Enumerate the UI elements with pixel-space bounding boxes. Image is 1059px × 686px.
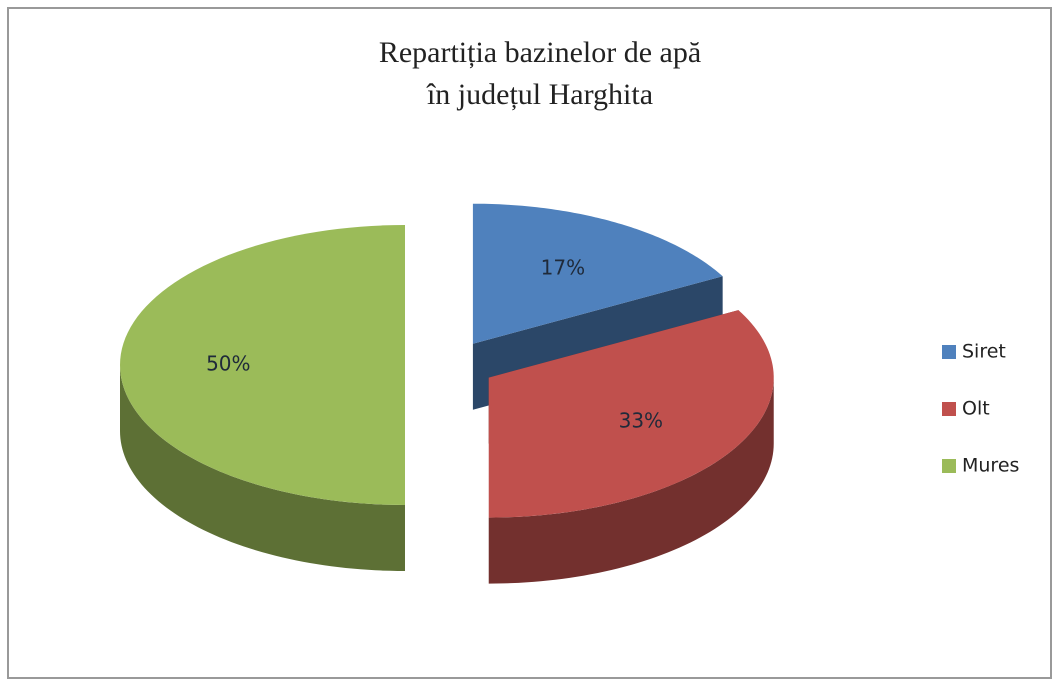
slice-wall <box>120 365 405 571</box>
legend-swatch <box>942 459 956 473</box>
legend-swatch <box>942 345 956 359</box>
chart-title: în județul Harghita <box>426 78 653 111</box>
slice <box>120 225 405 505</box>
slice <box>488 310 774 518</box>
legend: Siret Olt Mures <box>942 341 1019 477</box>
legend-label: Mures <box>962 455 1019 477</box>
slice-wall <box>488 377 774 584</box>
data-label: 33% <box>619 408 663 432</box>
slice <box>472 203 723 344</box>
data-label: 17% <box>541 255 585 279</box>
legend-label: Siret <box>962 341 1006 363</box>
pie: 17% 50% 33% <box>120 203 774 584</box>
data-label: 50% <box>206 352 250 376</box>
chart-title: Repartiția bazinelor de apă <box>379 36 701 69</box>
legend-swatch <box>942 402 956 416</box>
legend-label: Olt <box>962 398 990 420</box>
